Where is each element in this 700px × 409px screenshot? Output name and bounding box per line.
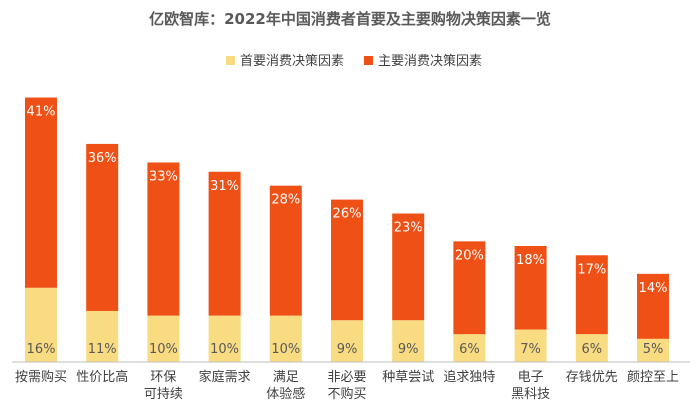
data-label-primary: 9% — [337, 342, 358, 357]
bar-primary — [514, 329, 547, 362]
category-label: 黑科技 — [511, 387, 550, 402]
category-label: 性价比高 — [76, 369, 128, 385]
bar-primary — [25, 287, 57, 362]
data-label-primary: 7% — [520, 342, 541, 357]
data-label-primary: 6% — [459, 342, 480, 357]
legend-label-primary: 首要消费决策因素 — [240, 53, 344, 69]
legend-swatch-primary — [226, 56, 235, 65]
bar-main — [392, 213, 425, 321]
data-label-main: 17% — [577, 262, 606, 277]
data-label-primary: 16% — [27, 342, 56, 357]
bar-primary — [208, 315, 241, 362]
category-label: 可持续 — [144, 387, 183, 402]
data-label-main: 36% — [88, 151, 117, 166]
bar-primary — [147, 315, 180, 362]
bar-main — [331, 199, 363, 321]
bar-main — [453, 241, 486, 335]
bar-primary — [86, 310, 119, 362]
bars: 41% 16% 36% 11% 33% 10% 31% 10% 28% 10% 26% 9% 23% 9%… — [25, 97, 669, 362]
data-label-primary: 6% — [581, 342, 602, 357]
category-label: 存钱优先 — [566, 370, 618, 385]
legend-label-main: 主要消费决策因素 — [378, 53, 482, 69]
category-label: 不购买 — [327, 386, 366, 402]
category-label: 非必要 — [327, 370, 366, 385]
bar-main — [637, 273, 669, 339]
category-label: 颜控至上 — [627, 369, 679, 385]
legend: 首要消费决策因素 主要消费决策因素 — [226, 53, 482, 69]
data-label-primary: 10% — [210, 342, 239, 357]
bar-main — [514, 246, 547, 330]
data-label-primary: 10% — [271, 342, 300, 357]
category-label: 追求独特 — [443, 369, 495, 385]
bar-primary — [575, 334, 608, 362]
bar-main — [25, 97, 57, 288]
bar-primary — [392, 320, 425, 362]
category-label: 按需购买 — [15, 369, 67, 385]
data-label-primary: 9% — [398, 342, 419, 357]
bar-main — [86, 143, 119, 311]
bar-primary — [453, 334, 486, 362]
data-label-main: 41% — [27, 105, 56, 120]
bar-main — [208, 171, 241, 316]
data-label-main: 23% — [394, 221, 423, 236]
data-label-main: 33% — [149, 169, 178, 184]
data-label-main: 20% — [455, 248, 484, 263]
category-label: 体验感 — [266, 386, 305, 402]
category-label: 环保 — [150, 370, 176, 385]
data-label-main: 28% — [271, 193, 300, 208]
data-label-main: 31% — [210, 179, 239, 194]
data-label-primary: 11% — [88, 342, 117, 357]
data-label-main: 18% — [516, 253, 545, 268]
chart-title: 亿欧智库：2022年中国消费者首要及主要购物决策因素一览 — [149, 10, 551, 28]
data-label-primary: 5% — [643, 342, 664, 357]
bar-primary — [637, 338, 669, 362]
category-label: 种草尝试 — [382, 370, 434, 385]
data-label-primary: 10% — [149, 342, 178, 357]
category-label: 满足 — [273, 370, 299, 385]
bar-primary — [331, 320, 363, 362]
bar-main — [147, 162, 180, 316]
category-label: 电子 — [518, 370, 544, 385]
data-label-main: 14% — [639, 281, 668, 296]
category-label: 家庭需求 — [199, 369, 251, 385]
bar-main — [269, 185, 302, 316]
bar-main — [575, 255, 608, 335]
data-label-main: 26% — [333, 207, 362, 222]
bar-primary — [269, 315, 302, 362]
legend-swatch-main — [364, 56, 373, 65]
